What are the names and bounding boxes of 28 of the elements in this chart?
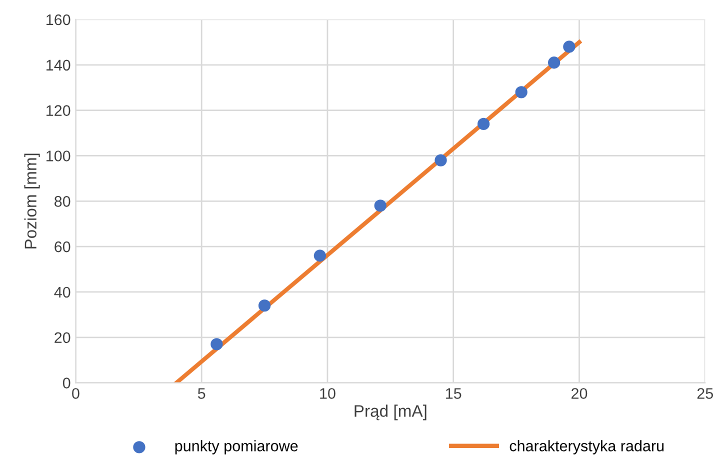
point <box>374 200 386 212</box>
x-tick-label: 25 <box>697 388 713 399</box>
x-tick-label: 5 <box>198 388 206 399</box>
legend-label: punkty pomiarowe <box>175 440 298 454</box>
y-axis-title: Poziom [mm] <box>24 154 40 248</box>
y-tick-label: 140 <box>46 60 70 71</box>
y-tick-label: 0 <box>62 378 70 388</box>
x-tick-label: 20 <box>572 388 588 399</box>
point <box>258 300 271 312</box>
point <box>478 118 490 130</box>
y-tick-label: 100 <box>46 150 70 162</box>
point <box>434 154 447 166</box>
x-tick-label: 15 <box>446 388 462 399</box>
y-tick-label: 60 <box>54 241 70 252</box>
x-tick-label: 0 <box>72 388 80 399</box>
y-tick-label: 40 <box>54 286 70 298</box>
point <box>563 40 576 53</box>
point <box>210 338 223 350</box>
point <box>515 86 528 98</box>
x-axis-title: Prąd [mA] <box>354 404 426 420</box>
y-tick-label: 160 <box>46 14 70 26</box>
y-tick-label: 120 <box>46 105 70 116</box>
y-tick-label: 20 <box>54 332 70 344</box>
y-tick-label: 80 <box>54 196 70 207</box>
x-tick-label: 10 <box>320 388 336 399</box>
point <box>548 56 560 69</box>
point <box>314 250 326 262</box>
legend-label: charakterystyka radaru <box>510 440 664 454</box>
